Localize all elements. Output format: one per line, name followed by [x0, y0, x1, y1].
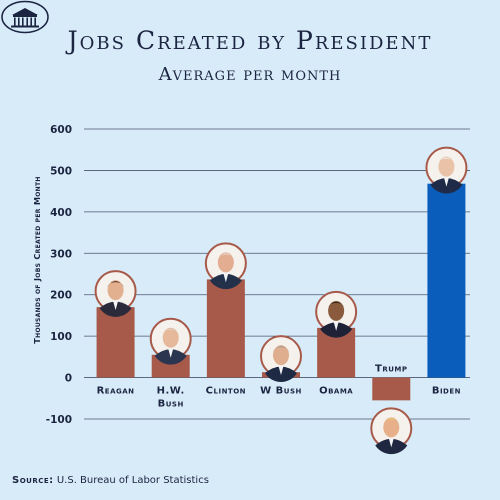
hw-bush-portrait — [149, 317, 192, 365]
y-tick-label: 300 — [50, 248, 72, 260]
x-category-label: H.W. — [157, 386, 185, 397]
bar-clinton — [206, 279, 245, 378]
y-tick-label: 400 — [50, 207, 72, 219]
y-tick-label: 200 — [50, 290, 72, 302]
white-house-seal-icon — [1, 0, 49, 34]
x-category-label: Bush — [158, 399, 184, 410]
y-tick-label: 0 — [65, 373, 72, 385]
y-tick-label: 500 — [50, 165, 72, 177]
chart-subtitle: Average per month — [158, 64, 342, 85]
clinton-portrait — [204, 242, 247, 290]
reagan-portrait — [94, 270, 137, 317]
bar-trump — [372, 377, 411, 401]
x-category-label: Clinton — [206, 386, 246, 397]
y-tick-label: 100 — [50, 331, 72, 343]
biden-portrait — [425, 146, 468, 194]
bar-reagan — [96, 307, 135, 378]
trump-portrait — [370, 407, 413, 455]
x-category-label: Trump — [375, 364, 408, 375]
source-label: Source: — [12, 475, 54, 486]
source-note: Source: U.S. Bureau of Labor Statistics — [12, 475, 209, 486]
w-bush-portrait — [260, 335, 302, 382]
bar-biden — [427, 183, 466, 378]
source-text: U.S. Bureau of Labor Statistics — [56, 475, 209, 486]
y-tick-label: -100 — [46, 414, 72, 426]
x-category-label: W Bush — [260, 386, 302, 397]
y-axis-label: Thousands of Jobs Created per Month — [32, 176, 42, 343]
chart-title: Jobs Created by President — [67, 26, 433, 55]
obama-portrait — [315, 290, 358, 338]
x-category-label: Reagan — [97, 386, 135, 397]
x-category-label: Obama — [319, 386, 353, 397]
y-tick-label: 600 — [50, 124, 72, 136]
x-category-label: Biden — [432, 386, 461, 397]
